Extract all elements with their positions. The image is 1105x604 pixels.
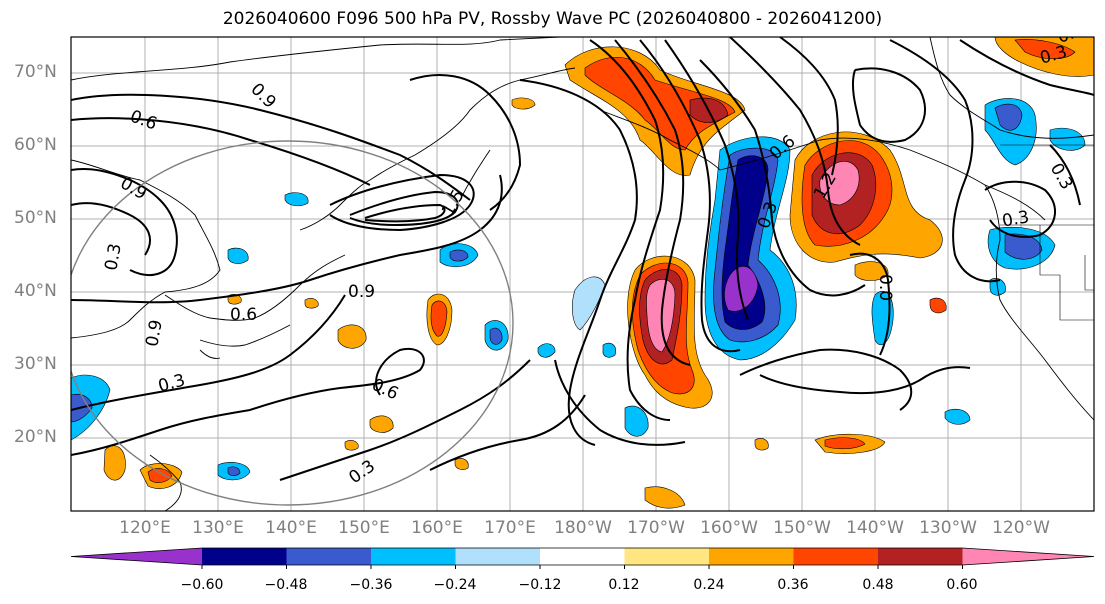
lat-label: 70°N bbox=[14, 62, 57, 82]
lon-label: 140°W bbox=[846, 518, 904, 538]
contour-label: 0.9 bbox=[142, 318, 166, 348]
colorbar-bin bbox=[709, 548, 794, 565]
contour-label: 0.0 bbox=[875, 274, 895, 301]
contour-label-group: 0.9 0.6 0.9 0.3 0.6 0.9 1.5 0.3 0.9 0.6 … bbox=[101, 20, 1087, 488]
colorbar-extend-high bbox=[962, 548, 1094, 565]
lat-label: 50°N bbox=[14, 208, 57, 228]
map-title: 2026040600 F096 500 hPa PV, Rossby Wave … bbox=[222, 9, 883, 29]
lon-label: 180°W bbox=[554, 518, 612, 538]
lon-label: 130°W bbox=[919, 518, 977, 538]
lon-label: 120°E bbox=[119, 518, 171, 538]
borders bbox=[1000, 144, 1094, 321]
reference-circle bbox=[71, 140, 514, 506]
pv-anomaly-fill bbox=[71, 37, 1094, 509]
lon-label: 150°E bbox=[338, 518, 390, 538]
colorbar-bin bbox=[793, 548, 879, 565]
colorbar-tick-label: 0.24 bbox=[693, 577, 725, 593]
lat-label: 40°N bbox=[14, 281, 57, 301]
lon-label: 150°W bbox=[773, 518, 831, 538]
colorbar-extend-low bbox=[71, 548, 202, 565]
colorbar-tick-label: −0.48 bbox=[264, 577, 308, 593]
contour-label: 0.6 bbox=[230, 305, 257, 325]
colorbar-segments bbox=[70, 547, 1095, 566]
lon-label: 160°W bbox=[700, 518, 758, 538]
map-frame bbox=[70, 36, 1095, 512]
colorbar-bin bbox=[878, 548, 963, 565]
colorbar-bin bbox=[455, 548, 541, 565]
colorbar-tick-label: 0.36 bbox=[777, 577, 809, 593]
lon-label: 140°E bbox=[265, 518, 317, 538]
lat-label: 30°N bbox=[14, 354, 57, 374]
colorbar-tick-label: −0.12 bbox=[518, 577, 562, 593]
colorbar-tick-label: 0.60 bbox=[946, 577, 978, 593]
colorbar-outline bbox=[70, 547, 1095, 566]
colorbar-tick-label: −0.24 bbox=[433, 577, 477, 593]
lon-label: 120°W bbox=[992, 518, 1050, 538]
colorbar-tick-label: 0.12 bbox=[608, 577, 640, 593]
colorbar-bin bbox=[624, 548, 710, 565]
lon-label: 130°E bbox=[192, 518, 244, 538]
colorbar-bin bbox=[202, 548, 287, 565]
lat-label: 20°N bbox=[14, 427, 57, 447]
map-panel: 0.9 0.6 0.9 0.3 0.6 0.9 1.5 0.3 0.9 0.6 … bbox=[70, 20, 1095, 512]
contour-label: 0.3 bbox=[101, 242, 125, 272]
lon-label: 160°E bbox=[411, 518, 463, 538]
contour-label: 0.3 bbox=[1001, 207, 1031, 231]
colorbar-bin bbox=[286, 548, 372, 565]
colorbar-tick-label: −0.36 bbox=[349, 577, 393, 593]
colorbar-tick-label: −0.60 bbox=[180, 577, 224, 593]
contour-label: 0.9 bbox=[348, 282, 375, 302]
colorbar-tick-label: 0.48 bbox=[862, 577, 894, 593]
pv-contours bbox=[71, 37, 1094, 481]
lon-label: 170°E bbox=[484, 518, 536, 538]
colorbar-ticks bbox=[201, 565, 963, 569]
contour-label: 0.0 bbox=[1055, 20, 1087, 48]
colorbar-bin bbox=[540, 548, 625, 565]
colorbar-bin bbox=[371, 548, 456, 565]
lon-label: 170°W bbox=[627, 518, 685, 538]
lat-label: 60°N bbox=[14, 135, 57, 155]
